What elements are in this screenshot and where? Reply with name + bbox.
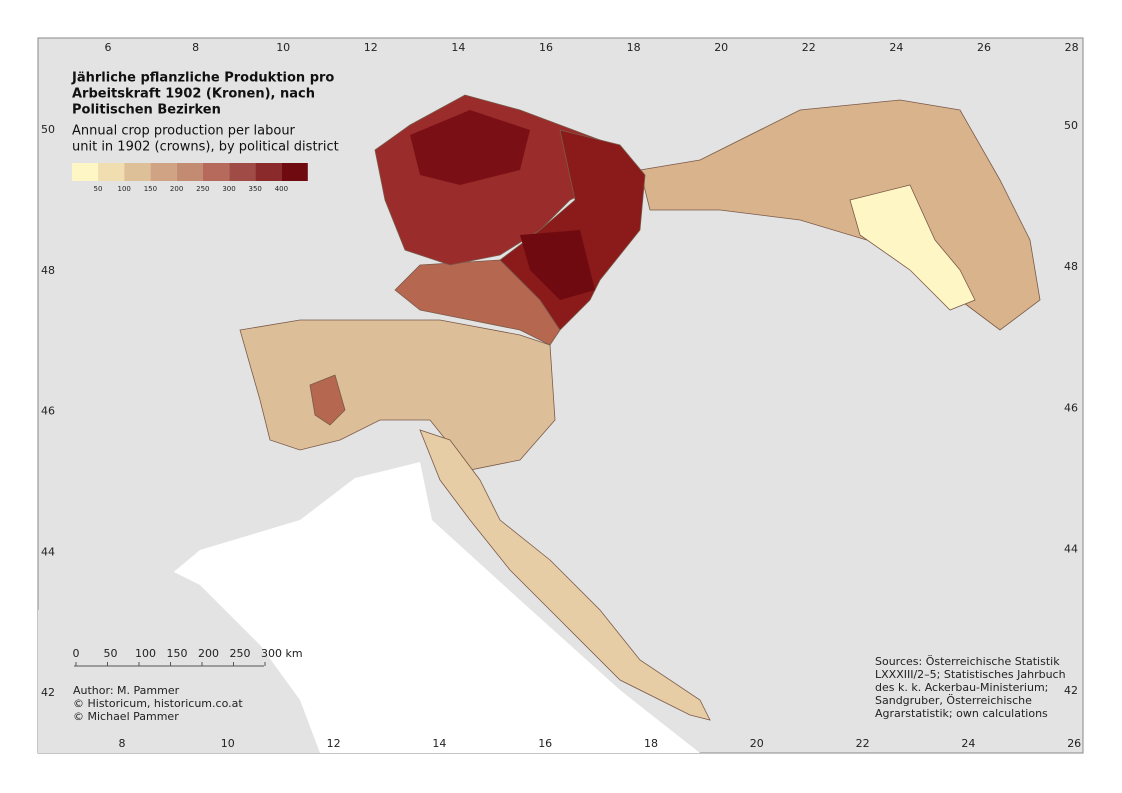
subtitle: Annual crop production per labour — [72, 124, 296, 139]
legend-swatch — [255, 163, 282, 181]
lat-label: 44 — [41, 545, 55, 558]
legend-swatch — [229, 163, 256, 181]
lon-label: 12 — [327, 737, 341, 750]
title: Jährliche pflanzliche Produktion pro — [71, 71, 334, 86]
legend-swatch — [72, 163, 99, 181]
title: Arbeitskraft 1902 (Kronen), nach — [72, 87, 315, 102]
lon-label: 10 — [221, 737, 235, 750]
legend-label: 300 — [222, 185, 235, 193]
scale-label: 200 — [198, 647, 219, 660]
scale-label: 50 — [104, 647, 118, 660]
alpine-lands — [239, 319, 556, 471]
bohemia-core — [410, 110, 530, 185]
italy — [38, 560, 320, 753]
region-light — [849, 184, 976, 311]
dalmatia — [419, 429, 711, 721]
lon-label: 8 — [192, 41, 199, 54]
lat-label: 50 — [41, 123, 55, 136]
lat-label: 46 — [1064, 401, 1078, 414]
legend-swatch — [281, 163, 308, 181]
legend-swatch — [124, 163, 151, 181]
legend-label: 50 — [94, 185, 103, 193]
lat-label: 46 — [41, 405, 55, 418]
lon-label: 26 — [1067, 737, 1081, 750]
lon-label: 22 — [856, 737, 870, 750]
sources: des k. k. Ackerbau-Ministerium; — [875, 681, 1048, 694]
legend-swatch — [176, 163, 203, 181]
lat-label: 48 — [1064, 260, 1078, 273]
scale-label: 300 km — [261, 647, 303, 660]
legend-label: 200 — [170, 185, 183, 193]
legend-label: 150 — [144, 185, 157, 193]
lon-label: 14 — [432, 737, 446, 750]
lon-label: 24 — [889, 41, 903, 54]
lon-label: 26 — [977, 41, 991, 54]
lon-label: 22 — [802, 41, 816, 54]
scale-label: 250 — [230, 647, 251, 660]
lon-label: 16 — [538, 737, 552, 750]
scale-label: 100 — [135, 647, 156, 660]
lon-label: 28 — [1065, 41, 1079, 54]
lat-label: 48 — [41, 264, 55, 277]
lon-label: 18 — [644, 737, 658, 750]
sources: Sandgruber, Österreichische — [875, 694, 1032, 707]
legend-swatch — [98, 163, 125, 181]
legend-label: 100 — [118, 185, 131, 193]
lon-label: 16 — [539, 41, 553, 54]
moravia-core — [520, 230, 595, 300]
legend-swatch — [150, 163, 177, 181]
legend-label: 400 — [275, 185, 288, 193]
lon-label: 8 — [119, 737, 126, 750]
lon-label: 12 — [364, 41, 378, 54]
subtitle: unit in 1902 (crowns), by political dist… — [72, 140, 339, 155]
south-tyrol-district — [309, 374, 346, 426]
lat-label: 44 — [1064, 543, 1078, 556]
author: Author: M. Pammer — [73, 684, 180, 697]
lat-label: 42 — [1064, 684, 1078, 697]
lon-label: 6 — [105, 41, 112, 54]
scale-label: 0 — [73, 647, 80, 660]
lon-label: 10 — [276, 41, 290, 54]
legend-swatch — [203, 163, 230, 181]
lon-label: 20 — [750, 737, 764, 750]
author: © Michael Pammer — [73, 710, 179, 723]
title: Politischen Bezirken — [72, 103, 221, 118]
moravia — [499, 129, 646, 331]
sources: Sources: Österreichische Statistik — [875, 655, 1060, 668]
scale-label: 150 — [167, 647, 188, 660]
sources: Agrarstatistik; own calculations — [875, 707, 1048, 720]
legend-label: 250 — [196, 185, 209, 193]
author: © Historicum, historicum.co.at — [73, 697, 243, 710]
lon-label: 18 — [627, 41, 641, 54]
lon-label: 24 — [961, 737, 975, 750]
lat-label: 42 — [41, 686, 55, 699]
lon-label: 20 — [714, 41, 728, 54]
lat-label: 50 — [1064, 119, 1078, 132]
legend-label: 350 — [249, 185, 262, 193]
lon-label: 14 — [451, 41, 465, 54]
sources: LXXXIII/2–5; Statistisches Jahrbuch — [875, 668, 1066, 681]
